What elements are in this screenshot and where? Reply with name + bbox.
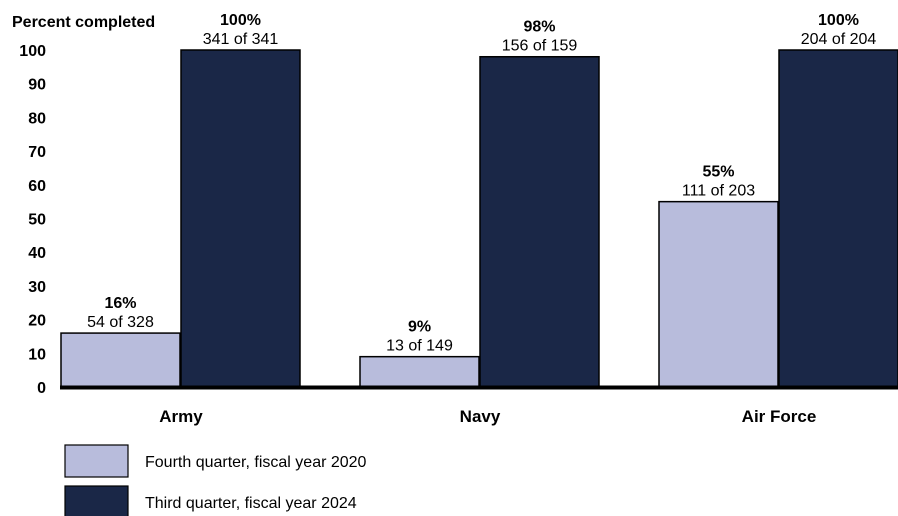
bar-percent-label: 9% [408,319,431,336]
bar-army-series-1 [60,332,181,388]
bar-navy-series-1 [359,355,480,388]
legend-label: Fourth quarter, fiscal year 2020 [145,454,367,471]
y-tick-label: 0 [37,380,46,397]
bar-count-label: 204 of 204 [801,31,877,48]
y-tick-label: 30 [28,279,46,296]
y-tick-label: 50 [28,212,46,229]
y-tick-label: 80 [28,110,46,127]
x-category-label: Navy [460,407,501,426]
legend-swatch [64,444,129,478]
bar-percent-label: 100% [818,12,859,29]
y-tick-label: 100 [19,43,46,60]
x-category-label: Army [159,407,203,426]
bar-percent-label: 16% [104,295,136,312]
bar-count-label: 54 of 328 [87,314,154,331]
bar-air-force-series-2 [778,49,898,388]
y-axis-ticks: 0 10 20 30 40 50 60 70 80 90 100 [19,43,46,397]
bar-percent-label: 100% [220,12,261,29]
x-category-label: Air Force [742,407,817,426]
y-tick-label: 60 [28,178,46,195]
legend-swatch [64,485,129,516]
y-tick-label: 40 [28,245,46,262]
y-tick-label: 70 [28,144,46,161]
legend: Fourth quarter, fiscal year 2020 Third qu… [64,444,367,516]
bar-air-force-series-1 [658,200,779,388]
bar-navy-series-2 [479,55,600,388]
bar-count-label: 13 of 149 [386,338,453,355]
data-labels: 16% 54 of 328 100% 341 of 341 9% 13 of 149 98%… [87,12,876,355]
bar-count-label: 341 of 341 [203,31,279,48]
y-axis-title: Percent completed [12,14,155,31]
bar-army-series-2 [180,49,301,388]
y-tick-label: 10 [28,346,46,363]
legend-label: Third quarter, fiscal year 2024 [145,495,357,512]
bar-percent-label: 98% [523,19,555,36]
bar-count-label: 111 of 203 [682,183,755,200]
x-axis-categories: Army Navy Air Force [159,407,816,426]
bar-count-label: 156 of 159 [502,38,578,55]
bar-percent-label: 55% [702,164,734,181]
bars [60,49,898,388]
y-tick-label: 90 [28,77,46,94]
y-tick-label: 20 [28,313,46,330]
